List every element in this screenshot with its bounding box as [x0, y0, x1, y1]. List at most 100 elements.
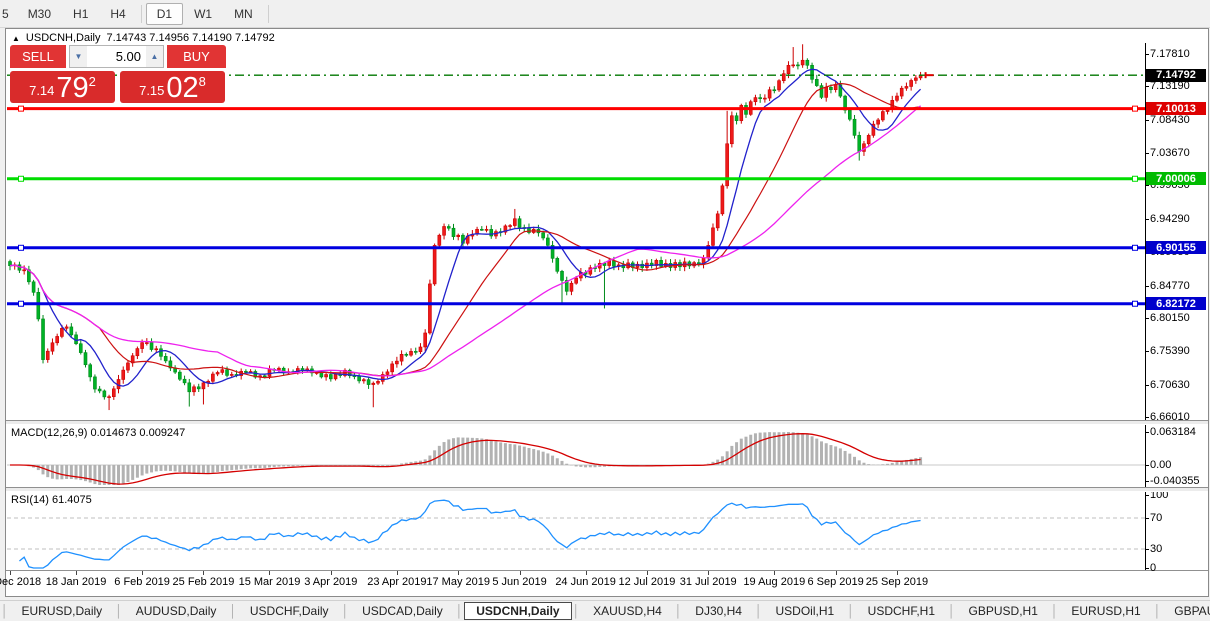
- sell-price-big: 79: [56, 72, 89, 104]
- price-tick-label: 6.94290: [1150, 212, 1190, 225]
- axis-tick: [1145, 481, 1149, 482]
- axis-tick: [1145, 518, 1149, 519]
- chart-tab-bar: │ EURUSD,Daily │ AUDUSD,Daily │ USDCHF,Daily │…: [0, 600, 1210, 621]
- timeframe-button-w1[interactable]: W1: [194, 6, 213, 21]
- tab-usdchf-h1[interactable]: USDCHF,H1: [867, 604, 936, 618]
- date-tick: [896, 571, 898, 575]
- tab-usdcnh-daily[interactable]: USDCNH,Daily: [464, 602, 572, 620]
- buy-price-big: 02: [166, 72, 199, 104]
- line-handle: [1132, 105, 1138, 112]
- axis-tick: [1145, 465, 1149, 466]
- price-tick-label: 7.17810: [1150, 48, 1190, 60]
- date-label: 18 Jan 2019: [45, 576, 107, 588]
- axis-tick: [1145, 119, 1149, 121]
- price-tick-label: -0.040355: [1150, 475, 1200, 487]
- price-tick-label: 0.063184: [1150, 426, 1196, 438]
- price-tick-label: 6.66010: [1150, 410, 1190, 423]
- rsi-indicator-label: RSI(14) 61.4075: [11, 494, 92, 506]
- axis-tick: [1145, 494, 1149, 496]
- line-handle: [18, 300, 24, 307]
- sell-price-display[interactable]: 7.14 79 2: [10, 71, 115, 103]
- date-label: 25 Feb 2019: [172, 576, 235, 588]
- tab-separator: │: [572, 604, 581, 618]
- volume-input[interactable]: [87, 46, 146, 67]
- tab-gbpaud-h1[interactable]: GBPAUD,H1: [1174, 604, 1210, 618]
- tab-usdcad-daily[interactable]: USDCAD,Daily: [362, 604, 443, 618]
- toolbar-separator: [267, 4, 269, 23]
- buy-price-small: 7.15: [139, 83, 165, 98]
- date-label: 31 Dec 2018: [0, 576, 42, 588]
- date-tick: [142, 571, 144, 575]
- pane-splitter[interactable]: [6, 420, 1208, 425]
- tab-usdoil-h1[interactable]: USDOil,H1: [775, 604, 835, 618]
- axis-tick: [1145, 185, 1149, 187]
- price-tick-label: 0.00: [1150, 459, 1172, 471]
- date-tick: [708, 571, 710, 575]
- price-level-label: 6.90155: [1146, 241, 1206, 255]
- current-price-label: 7.14792: [1146, 68, 1206, 82]
- tab-separator: │: [1153, 604, 1162, 618]
- trade-panel-prices: 7.14 79 2 7.15 02 8: [10, 71, 226, 103]
- line-handle: [18, 105, 24, 112]
- tab-audusd-daily[interactable]: AUDUSD,Daily: [135, 604, 217, 618]
- chart-title-bar: ▲ USDCNH,Daily 7.14743 7.14956 7.14190 7…: [12, 31, 275, 45]
- timeframe-toolbar: 5 M30 H1 H4 D1 W1 MN: [0, 0, 1210, 28]
- collapse-triangle-icon[interactable]: ▲: [12, 33, 20, 43]
- timeframe-button-mn[interactable]: MN: [234, 6, 253, 21]
- macd-chart-canvas[interactable]: [7, 424, 1145, 486]
- macd-signal-line: [10, 433, 921, 485]
- buy-price-display[interactable]: 7.15 02 8: [120, 71, 225, 103]
- timeframe-button-5[interactable]: 5: [2, 6, 9, 21]
- tab-dj30-h4[interactable]: DJ30,H4: [695, 604, 742, 618]
- date-tick: [646, 571, 648, 575]
- timeframe-button-h4[interactable]: H4: [110, 6, 126, 21]
- price-level-label: 7.10013: [1146, 102, 1206, 116]
- timeframe-button-d1[interactable]: D1: [145, 2, 184, 25]
- date-label: 3 Apr 2019: [304, 576, 358, 588]
- line-handle: [18, 175, 24, 182]
- price-tick-label: 6.75390: [1150, 345, 1190, 358]
- trade-panel-controls: SELL ▼ ▲ BUY: [10, 45, 226, 68]
- date-label: 15 Mar 2019: [238, 576, 301, 588]
- macd-indicator-label: MACD(12,26,9) 0.014673 0.009247: [11, 427, 186, 439]
- tab-separator: │: [754, 604, 763, 618]
- date-tick: [585, 571, 587, 575]
- buy-price-sup: 8: [198, 74, 206, 89]
- tab-separator: │: [455, 604, 464, 618]
- ma-line-45: [9, 105, 921, 377]
- tab-usdchf-daily[interactable]: USDCHF,Daily: [249, 604, 329, 618]
- rsi-chart-canvas[interactable]: [7, 491, 1145, 570]
- date-tick: [330, 571, 332, 575]
- price-level-label: 6.82172: [1146, 297, 1206, 311]
- price-tick-label: 6.70630: [1150, 378, 1190, 391]
- price-level-label: 7.00006: [1146, 172, 1206, 186]
- buy-button[interactable]: BUY: [167, 45, 226, 68]
- price-chart-canvas[interactable]: [7, 43, 1145, 420]
- sell-button[interactable]: SELL: [10, 45, 66, 68]
- tab-gbpusd-h1[interactable]: GBPUSD,H1: [968, 604, 1038, 618]
- axis-tick: [1145, 317, 1149, 319]
- date-label: 17 May 2019: [426, 576, 490, 588]
- timeframe-button-m30[interactable]: M30: [27, 6, 52, 21]
- tab-xauusd-h4[interactable]: XAUUSD,H4: [593, 604, 662, 618]
- date-label: 31 Jul 2019: [679, 576, 737, 588]
- date-tick: [10, 571, 11, 575]
- volume-stepper: ▼ ▲: [69, 45, 164, 68]
- macd-histogram: [13, 431, 923, 485]
- line-handle: [1132, 244, 1138, 251]
- date-label: 6 Feb 2019: [114, 576, 170, 588]
- line-handle: [18, 244, 24, 251]
- tab-eurusd-h1[interactable]: EURUSD,H1: [1071, 604, 1141, 618]
- tab-eurusd-daily[interactable]: EURUSD,Daily: [21, 604, 103, 618]
- ma-line-8: [9, 68, 922, 387]
- price-tick-label: 7.08430: [1150, 113, 1190, 126]
- date-label: 23 Apr 2019: [367, 576, 427, 588]
- sell-price-small: 7.14: [29, 83, 55, 98]
- axis-tick: [1145, 432, 1149, 433]
- volume-decrement-button[interactable]: ▼: [70, 46, 87, 67]
- volume-increment-button[interactable]: ▲: [146, 46, 163, 67]
- axis-tick: [1145, 549, 1149, 550]
- pane-splitter[interactable]: [6, 487, 1208, 492]
- date-tick: [458, 571, 460, 575]
- timeframe-button-h1[interactable]: H1: [73, 6, 89, 21]
